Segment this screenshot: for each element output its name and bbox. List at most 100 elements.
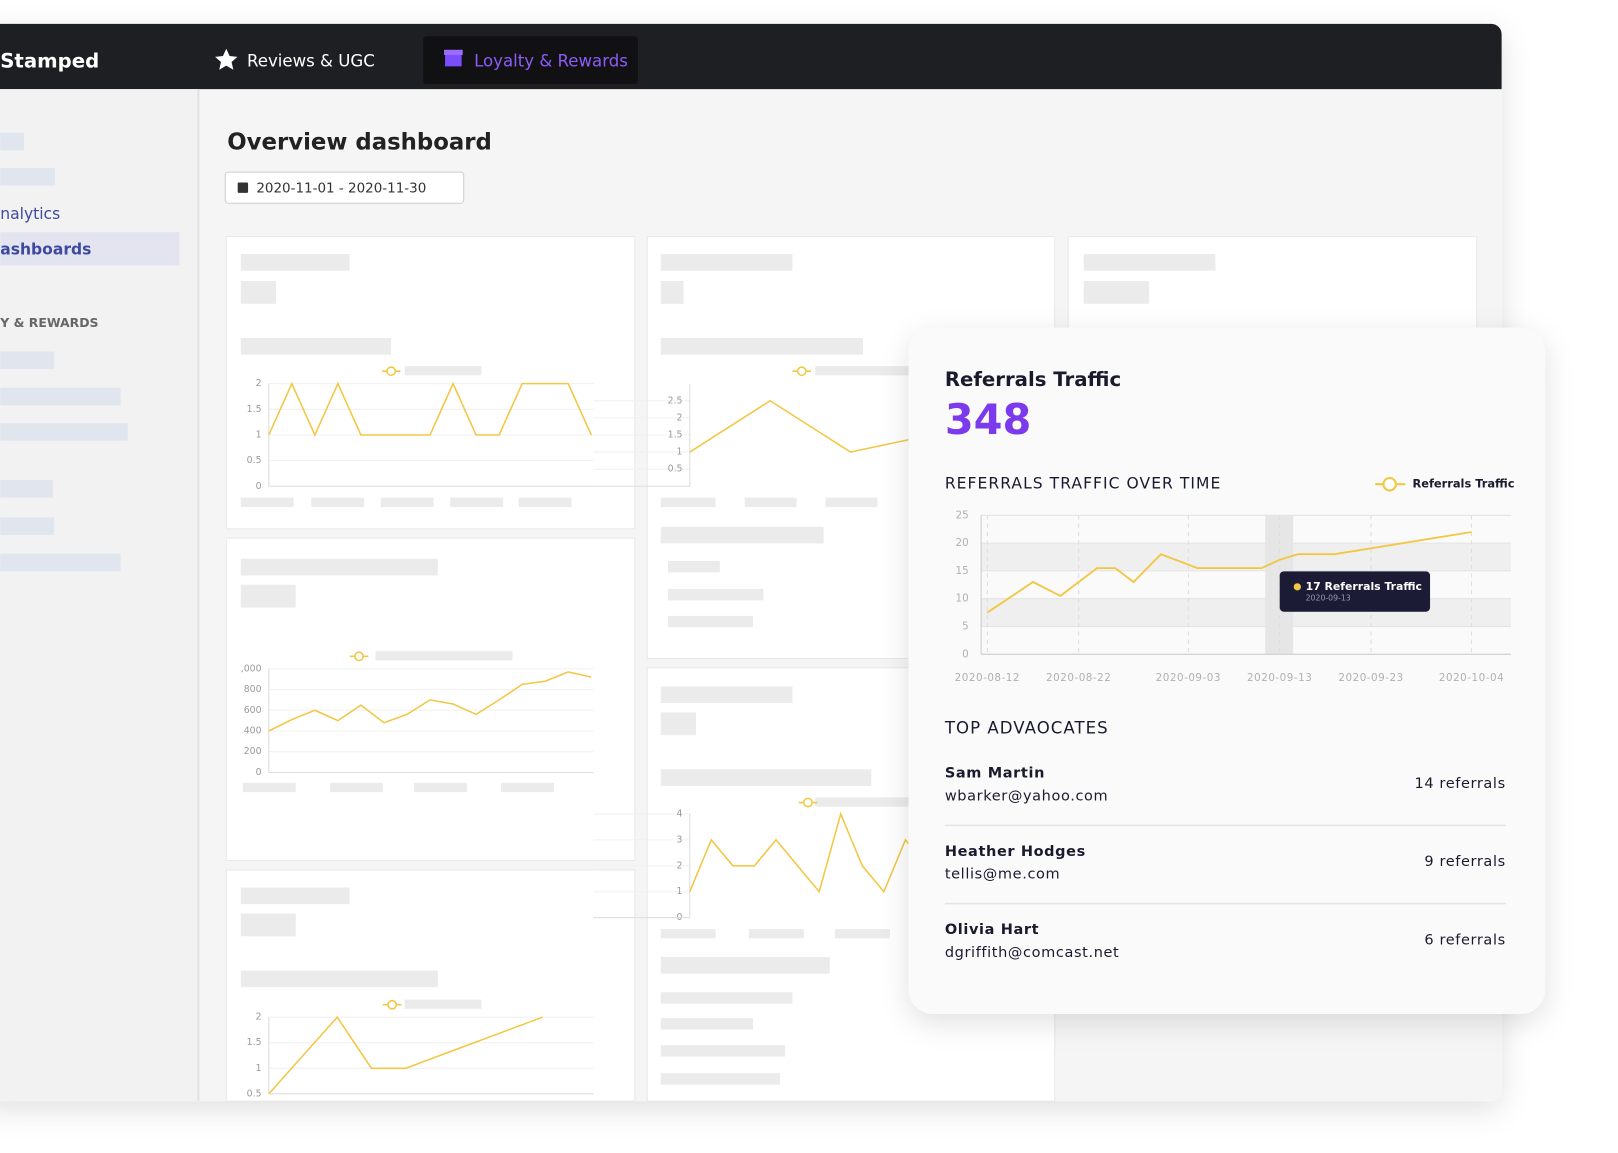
sidebar-item[interactable]: nalytics [0,205,60,223]
y-tick-label: 0.5 [247,455,262,466]
skeleton [667,560,720,573]
chart-title: REFERRALS TRAFFIC OVER TIME [945,475,1222,493]
grid-band [981,598,1511,627]
skeleton [748,929,804,939]
skeleton [240,887,350,905]
y-tick-label: 2 [677,860,683,871]
mini-line [268,381,592,437]
y-tick-label: ,000 [241,663,262,674]
skeleton [240,558,438,576]
grid-band [981,543,1511,571]
skeleton [0,553,121,572]
card [225,235,636,530]
skeleton [660,497,716,508]
y-tick-label: 0.5 [668,464,683,475]
skeleton [660,686,793,703]
advocate-referrals: 6 referrals [1424,932,1505,948]
skeleton [240,338,392,355]
nav-tab[interactable]: Loyalty & Rewards [474,52,628,71]
advocate-email: wbarker@yahoo.com [945,788,1108,804]
skeleton [834,929,890,939]
sidebar-section: Y & REWARDS [0,315,99,330]
x-tick-label: 2020-08-12 [955,672,1020,684]
skeleton [667,588,764,601]
skeleton [660,929,716,939]
y-tick-label: 25 [955,509,968,521]
skeleton [380,497,434,508]
y-tick-label: 2 [677,412,683,423]
legend-dot [796,366,807,377]
legend-dot [354,651,364,662]
legend-dot [803,797,813,808]
skeleton [660,769,872,786]
nav-tab[interactable]: Reviews & UGC [247,52,375,71]
legend-label: Referrals Traffic [1412,477,1514,491]
card-title: Referrals Traffic [945,368,1121,391]
referrals-card: Referrals Traffic 348 REFERRALS TRAFFIC … [908,327,1546,1015]
tooltip-text: 17 Referrals Traffic [1306,580,1422,593]
skeleton [667,615,754,628]
gift-icon [445,53,462,67]
skeleton [404,366,482,376]
y-tick-label: 0.5 [247,1088,262,1099]
skeleton [660,254,793,271]
skeleton [242,782,296,793]
sidebar-item[interactable]: ashboards [0,240,91,258]
active-tab[interactable] [423,36,638,84]
skeleton [660,1073,780,1085]
skeleton [311,497,365,508]
star-icon [215,48,238,70]
y-tick-label: 400 [244,725,262,736]
x-tick-label: 2020-09-23 [1338,672,1403,684]
mini-line [268,1015,543,1095]
y-tick-label: 200 [244,746,262,757]
skeleton [0,167,56,186]
x-tick-label: 2020-10-04 [1439,672,1504,684]
x-tick-label: 2020-09-03 [1156,672,1221,684]
y-tick-label: 1 [677,447,683,458]
skeleton [660,957,830,974]
skeleton [329,782,383,793]
tooltip-dot [1293,583,1301,591]
skeleton [450,497,504,508]
x-tick-label: 2020-08-22 [1046,672,1111,684]
skeleton [1083,254,1216,271]
advocate-referrals: 9 referrals [1424,854,1505,870]
page-title: Overview dashboard [227,130,492,156]
skeleton [0,351,55,370]
y-tick-label: 10 [955,593,968,605]
date-picker[interactable] [224,171,465,204]
skeleton [0,387,121,406]
skeleton [660,280,684,304]
y-tick-label: 3 [677,834,683,845]
skeleton [815,797,911,807]
mini-line [268,671,592,732]
skeleton [1083,280,1150,304]
y-tick-label: 20 [955,537,968,549]
tooltip-date: 2020-09-13 [1306,593,1351,602]
legend-dot [386,366,397,377]
y-tick-label: 1 [256,429,262,440]
y-tick-label: 600 [244,705,262,716]
y-tick-label: 2 [256,1012,262,1023]
top-nav [0,23,1502,90]
skeleton [660,526,824,544]
y-tick-label: 1.5 [668,429,683,440]
skeleton [0,132,25,151]
y-tick-label: 4 [677,808,683,819]
skeleton [0,423,128,441]
skeleton [660,992,793,1004]
brand: Stamped [0,50,99,73]
legend-dot [1382,476,1397,492]
date-range[interactable]: 2020-11-01 - 2020-11-30 [256,181,426,197]
skeleton [660,338,863,355]
y-tick-label: 0 [256,767,262,778]
y-tick-label: 2 [256,378,262,389]
y-tick-label: 1 [256,1063,262,1074]
skeleton [0,480,54,498]
skeleton [240,280,277,304]
skeleton [660,1045,786,1057]
advocate-name: Heather Hodges [945,844,1086,860]
